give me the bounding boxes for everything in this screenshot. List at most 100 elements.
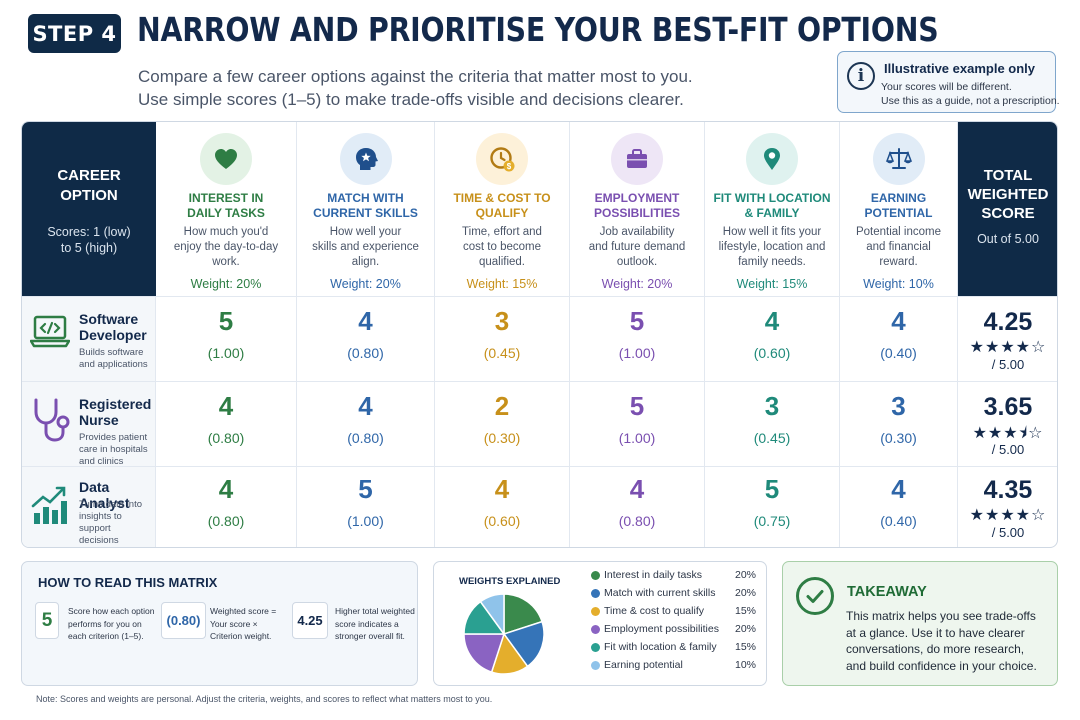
subtitle: Compare a few career options against the… — [138, 65, 693, 111]
weighted-score: (0.45) — [753, 429, 791, 446]
career-name-line: Nurse — [79, 412, 119, 428]
weights-title: WEIGHTS EXPLAINED — [459, 576, 561, 587]
head-star-icon — [339, 133, 392, 185]
pie-slice — [463, 633, 506, 673]
criterion-score: 4 — [891, 305, 906, 336]
legend-percent: 20% — [734, 569, 756, 581]
legend-label: Employment possibilities — [604, 623, 719, 635]
takeaway-title: TAKEAWAY — [847, 584, 927, 600]
score-cell: 4 (0.80) — [297, 297, 435, 381]
score-cell: 4 (0.40) — [840, 297, 958, 381]
career-option-header: CAREER OPTION Scores: 1 (low) to 5 (high… — [22, 122, 156, 296]
score-cell: 3 (0.45) — [705, 382, 840, 466]
check-circle-icon — [796, 577, 834, 615]
how-to-read-title: HOW TO READ THIS MATRIX — [38, 575, 218, 590]
criterion-name: EARNING POTENTIAL — [842, 191, 955, 221]
career-description-line: Builds software — [79, 347, 144, 358]
criterion-name-line: INTEREST IN — [188, 191, 264, 205]
weighted-score: (0.30) — [483, 429, 521, 446]
step-badge: STEP 4 — [28, 14, 121, 53]
note-line: Your scores will be different. — [881, 81, 1012, 93]
criterion-name-line: QUALIFY — [475, 206, 529, 220]
example-value: (0.80) — [161, 602, 206, 639]
star-rating: ★★★⯨☆ — [972, 422, 1044, 442]
career-description-line: insights to support — [79, 511, 122, 534]
takeaway-body: This matrix helps you see trade-offs at … — [846, 608, 1037, 674]
example-explanation-line: Higher total weighted — [335, 606, 415, 616]
note-line: Use this as a guide, not a prescription. — [881, 95, 1060, 107]
matrix-row: Data Analyst Turns data into insights to s… — [22, 466, 1057, 547]
legend-swatch — [591, 625, 600, 634]
legend-item: Fit with location & family 15% — [591, 641, 756, 655]
example-explanation-line: each criterion (1–5). — [68, 631, 144, 641]
criterion-score: 5 — [358, 474, 373, 504]
example-explanation-line: Weighted score = — [210, 606, 277, 616]
score-cell: 5 (1.00) — [297, 467, 435, 547]
takeaway-panel: TAKEAWAY This matrix helps you see trade… — [782, 561, 1058, 686]
criterion-score: 4 — [218, 390, 234, 421]
score-cell: 4 (0.40) — [840, 467, 958, 547]
score-cell: 4 (0.60) — [705, 297, 840, 381]
legend-percent: 20% — [734, 623, 756, 635]
criterion-description-line: family needs. — [738, 256, 806, 268]
criterion-description-line: and future demand — [588, 241, 686, 253]
legend-label: Earning potential — [604, 659, 683, 671]
legend-percent: 10% — [734, 659, 756, 671]
briefcase-icon — [611, 133, 663, 185]
how-to-read-panel: HOW TO READ THIS MATRIX 5 Score how each … — [21, 561, 418, 686]
weighted-score: (1.00) — [347, 513, 384, 529]
total-score-value: 4.25 — [983, 307, 1033, 336]
criterion-description: Potential income and financial reward. — [846, 225, 951, 270]
criterion-score: 4 — [218, 474, 234, 504]
career-option-cell: Data Analyst Turns data into insights to s… — [22, 467, 156, 547]
career-name-line: Registered — [79, 396, 152, 412]
score-cell: 4 (0.80) — [156, 382, 297, 466]
total-out-of: / 5.00 — [991, 441, 1025, 457]
criterion-description-line: How much you'd — [183, 226, 269, 238]
career-name-line: Data Analyst — [79, 479, 130, 511]
criterion-description-line: Time, effort and — [462, 226, 542, 238]
subtitle-line: Compare a few career options against the… — [138, 67, 693, 86]
legend-item: Time & cost to qualify 15% — [591, 605, 756, 619]
total-score-cell: 3.65 ★★★⯨☆/ 5.00 — [958, 382, 1057, 466]
legend-percent: 20% — [734, 587, 756, 599]
note-title: Illustrative example only — [884, 61, 1036, 76]
legend-label: Fit with location & family — [604, 641, 717, 653]
example-explanation: Weighted score = Your score × Criterion we… — [210, 605, 276, 643]
total-out-of: / 5.00 — [991, 356, 1025, 372]
criterion-description-line: and financial — [866, 241, 931, 253]
takeaway-line: This matrix helps you see trade-offs — [846, 609, 1036, 623]
criterion-score: 3 — [891, 390, 906, 421]
criterion-score: 5 — [629, 390, 645, 421]
weighted-score: (0.80) — [207, 429, 245, 446]
legend-swatch — [591, 607, 600, 616]
weighted-score: (0.45) — [483, 344, 521, 361]
legend-percent: 15% — [734, 641, 756, 653]
example-explanation-line: Score how each option — [68, 606, 155, 616]
example-value: 4.25 — [292, 602, 328, 639]
criterion-name-line: POTENTIAL — [864, 206, 933, 220]
weighted-score: (0.80) — [618, 513, 656, 529]
weighted-score: (0.75) — [753, 513, 791, 529]
criterion-description: Job availability and future demand outlook… — [576, 225, 698, 270]
criterion-description-line: work. — [212, 256, 240, 268]
legend-swatch — [591, 589, 600, 598]
career-description-line: and applications — [79, 359, 148, 370]
legend-label: Match with current skills — [604, 587, 716, 599]
career-name-line: Software — [79, 311, 139, 327]
criterion-score: 4 — [358, 305, 373, 336]
header-text: WEIGHTED — [967, 186, 1049, 203]
subtitle-line: Use simple scores (1–5) to make trade-of… — [138, 90, 684, 109]
legend-item: Interest in daily tasks 20% — [591, 569, 756, 583]
footnote: Note: Scores and weights are personal. A… — [36, 694, 493, 704]
criterion-description-line: cost to become — [463, 241, 541, 253]
scale-text: to 5 (high) — [60, 241, 118, 255]
criterion-name: TIME & COST TO QUALIFY — [437, 191, 567, 221]
criterion-name-line: EARNING — [870, 191, 927, 205]
legend-item: Match with current skills 20% — [591, 587, 756, 601]
criterion-header: EARNING POTENTIAL Potential income and fina… — [840, 122, 958, 296]
decision-matrix: CAREER OPTION Scores: 1 (low) to 5 (high… — [21, 121, 1058, 548]
score-cell: 3 (0.45) — [435, 297, 570, 381]
score-cell: 5 (0.75) — [705, 467, 840, 547]
scales-icon — [872, 133, 925, 185]
